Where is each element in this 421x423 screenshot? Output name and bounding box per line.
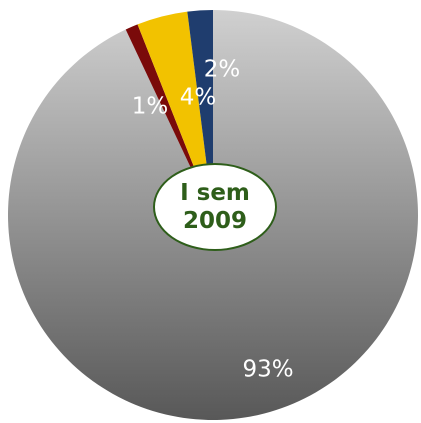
data-label: 1% bbox=[132, 94, 169, 120]
data-label: 2% bbox=[204, 57, 241, 83]
chart-title: I sem 2009 bbox=[180, 180, 250, 234]
pie-slice bbox=[137, 11, 213, 216]
data-label: 93% bbox=[242, 357, 293, 383]
data-label: 4% bbox=[180, 85, 217, 111]
center-label: I sem 2009 bbox=[153, 163, 277, 251]
